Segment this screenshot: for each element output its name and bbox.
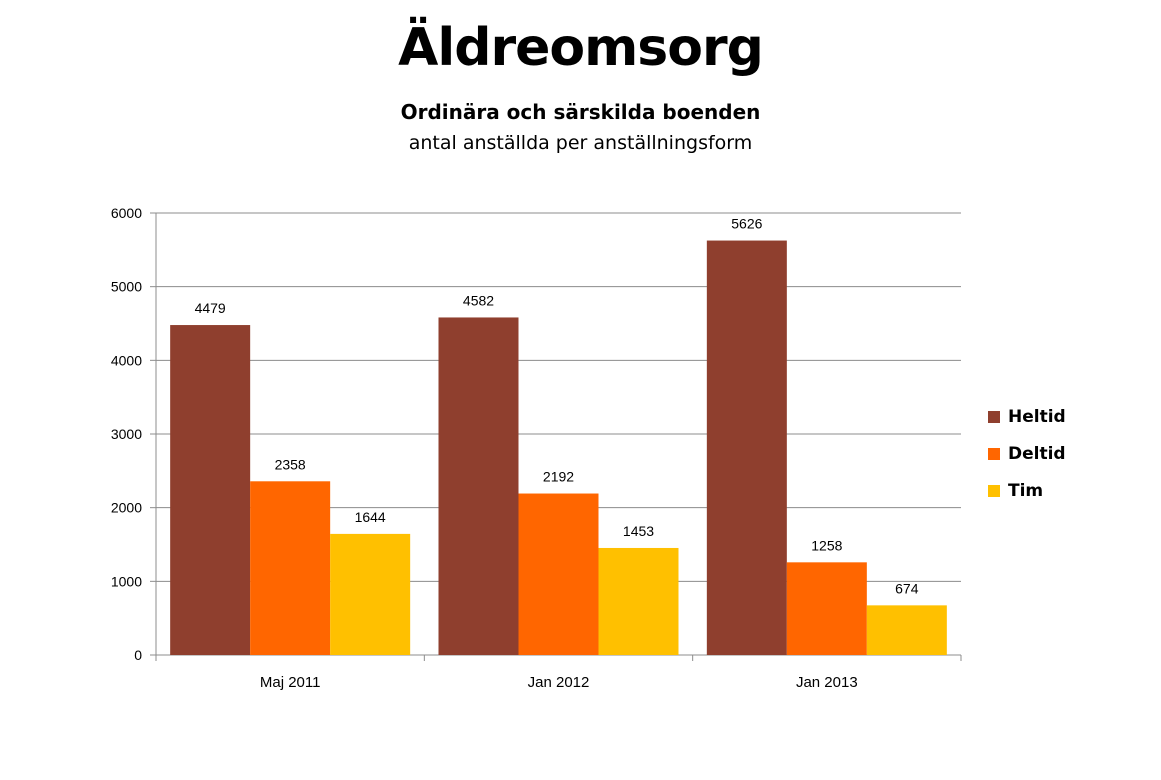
data-label: 1644 xyxy=(355,509,386,525)
legend-item-deltid: Deltid xyxy=(988,435,1066,472)
x-tick-label: Maj 2011 xyxy=(260,674,321,691)
data-label: 674 xyxy=(895,580,919,596)
legend-swatch-deltid xyxy=(988,447,1000,460)
bar-heltid xyxy=(170,325,251,655)
x-tick-label: Jan 2013 xyxy=(796,674,858,691)
y-tick-label: 4000 xyxy=(111,352,142,368)
chart-caption: antal anställda per anställningsform xyxy=(408,132,753,154)
legend: Heltid Deltid Tim xyxy=(988,398,1066,509)
y-tick-label: 5000 xyxy=(111,279,142,295)
y-tick-label: 3000 xyxy=(111,426,142,442)
bar-tim xyxy=(866,605,947,655)
data-label: 5626 xyxy=(731,216,762,232)
bar-deltid xyxy=(250,481,331,655)
legend-swatch-heltid xyxy=(988,410,1000,423)
data-label: 1453 xyxy=(623,523,654,539)
data-label: 1258 xyxy=(811,537,842,553)
y-tick-label: 2000 xyxy=(111,500,142,516)
data-label: 4582 xyxy=(463,292,494,308)
x-tick-label: Jan 2012 xyxy=(528,674,590,691)
legend-label-heltid: Heltid xyxy=(1008,406,1066,427)
y-tick-label: 1000 xyxy=(111,573,142,589)
legend-label-deltid: Deltid xyxy=(1008,443,1066,464)
bar-deltid xyxy=(786,562,867,655)
legend-item-heltid: Heltid xyxy=(988,398,1066,435)
bar-deltid xyxy=(518,493,599,655)
bar-tim xyxy=(330,533,411,655)
data-label: 2358 xyxy=(275,456,306,472)
bar-heltid xyxy=(706,240,787,655)
chart-subtitle: Ordinära och särskilda boenden xyxy=(400,100,761,124)
y-tick-label: 6000 xyxy=(111,205,142,221)
data-label: 2192 xyxy=(543,469,574,485)
chart-title: Äldreomsorg xyxy=(398,18,764,78)
data-label: 4479 xyxy=(195,300,226,316)
legend-item-tim: Tim xyxy=(988,472,1066,509)
legend-swatch-tim xyxy=(988,484,1000,497)
bar-tim xyxy=(598,547,679,655)
legend-label-tim: Tim xyxy=(1008,480,1044,501)
bar-heltid xyxy=(438,317,519,655)
y-tick-label: 0 xyxy=(134,647,142,663)
